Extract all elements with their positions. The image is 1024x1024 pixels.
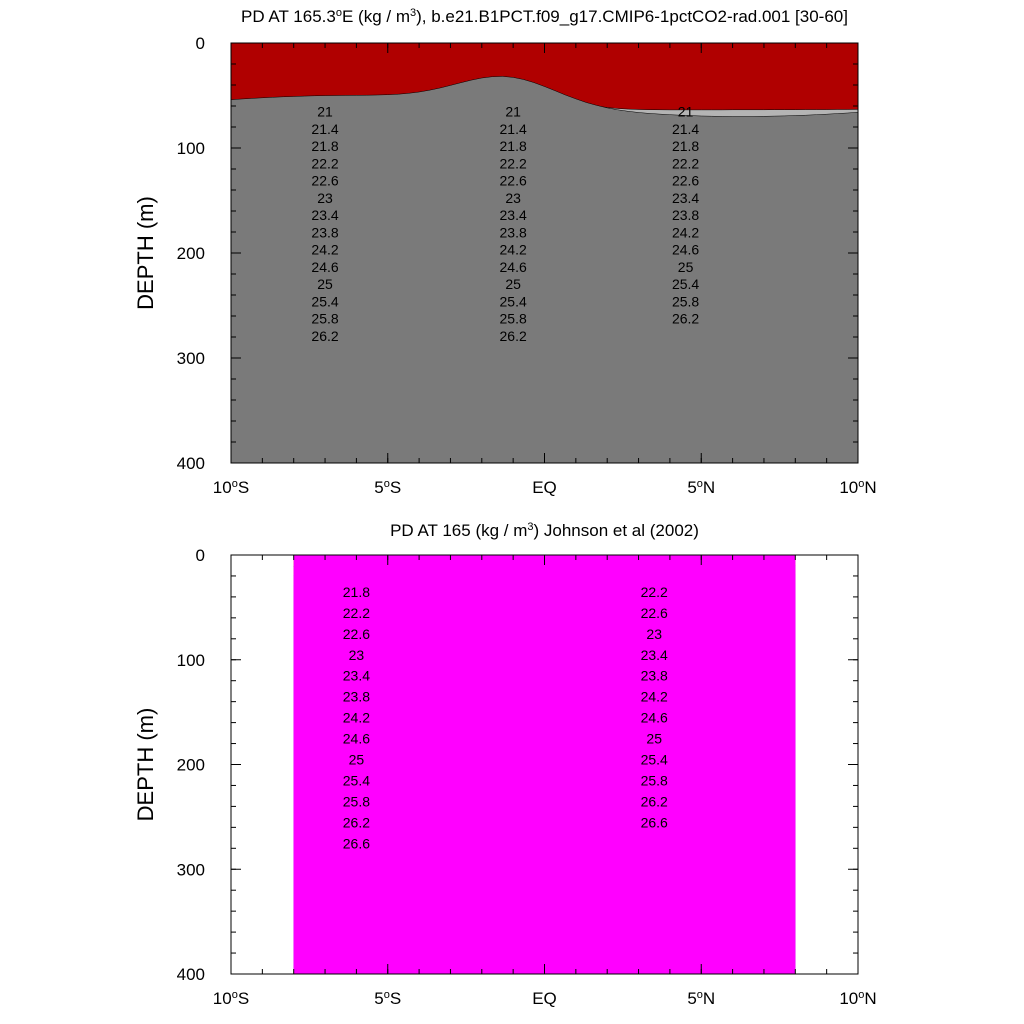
contour-label: 21 [317,104,333,120]
contour-label: 22.6 [641,605,668,621]
contour-label: 25.8 [500,311,527,327]
y-tick-label: 400 [177,454,205,473]
contour-label: 25.8 [672,293,699,309]
contour-label: 24.2 [672,224,699,240]
contour-label: 22.6 [500,173,527,189]
contour-label: 22.6 [343,626,370,642]
contour-label: 25.8 [343,793,370,809]
y-tick-label: 0 [196,34,205,53]
x-tick-label: EQ [532,989,557,1008]
contour-label: 23 [505,190,521,206]
contour-label: 26.6 [641,814,668,830]
contour-label: 22.6 [311,173,338,189]
contour-label: 23.4 [343,668,370,684]
contour-label: 25 [317,276,333,292]
contour-label: 23.8 [311,224,338,240]
contour-label: 25 [505,276,521,292]
contour-label: 22.2 [641,584,668,600]
panel-1: 0 100 200 300 400 10oS 5oS EQ 5oN 10oN DEPTH (m) PD… [133,7,877,497]
contour-label: 26.2 [343,814,370,830]
contour-label: 21.8 [311,138,338,154]
y-tick-label: 300 [177,349,205,368]
contour-label: 23.8 [500,224,527,240]
contour-label: 21 [678,104,694,120]
y-axis-label: DEPTH (m) [133,708,158,822]
chart-title: PD AT 165 (kg / m3) Johnson et al (2002) [390,521,699,540]
contour-label: 21.8 [343,584,370,600]
contour-label: 22.2 [343,605,370,621]
y-axis-label: DEPTH (m) [133,196,158,310]
contour-label: 22.2 [672,155,699,171]
y-tick-label: 300 [177,860,205,879]
contour-label: 25.4 [672,276,699,292]
contour-label: 23 [646,626,662,642]
contour-label: 21.4 [672,121,699,137]
contour-label: 22.2 [311,155,338,171]
contour-label: 24.2 [500,242,527,258]
x-tick-label: EQ [532,478,557,497]
contour-label: 24.6 [641,710,668,726]
contour-label: 24.2 [343,710,370,726]
contour-band [293,555,796,974]
contour-label: 24.2 [641,689,668,705]
contour-label: 25.8 [311,311,338,327]
contour-label: 25 [646,731,662,747]
contour-label: 23.8 [343,689,370,705]
y-tick-label: 100 [177,139,205,158]
contour-label: 23.4 [311,207,338,223]
x-tick-label: 5oS [374,478,401,497]
contour-label: 25.4 [641,752,668,768]
x-tick-label: 10oN [839,989,876,1008]
contour-label: 25.4 [311,293,338,309]
contour-label: 23.8 [672,207,699,223]
contour-label: 26.2 [311,328,338,344]
x-tick-label: 5oN [687,478,715,497]
contour-label: 23 [317,190,333,206]
contour-label: 25.8 [641,772,668,788]
contour-label: 24.6 [500,259,527,275]
contour-label: 23.4 [500,207,527,223]
x-tick-label: 10oN [839,478,876,497]
y-tick-label: 400 [177,965,205,984]
contour-label: 23.4 [672,190,699,206]
contour-label: 24.6 [672,242,699,258]
contour-label: 21 [505,104,521,120]
contour-label: 24.2 [311,242,338,258]
y-tick-label: 0 [196,546,205,565]
y-tick-label: 100 [177,651,205,670]
contour-label: 26.2 [672,311,699,327]
contour-label: 26.2 [500,328,527,344]
panel-2: 0 100 200 300 400 10oS 5oS EQ 5oN 10oN DEPTH (m) PD… [133,521,877,1008]
x-tick-label: 10oS [213,989,249,1008]
contour-field [293,555,796,974]
contour-label: 24.6 [311,259,338,275]
x-tick-label: 5oN [687,989,715,1008]
contour-field [231,43,858,463]
contour-label: 26.6 [343,835,370,851]
contour-label: 25.4 [343,772,370,788]
contour-label: 21.4 [500,121,527,137]
contour-label: 22.6 [672,173,699,189]
contour-label: 21.8 [672,138,699,154]
chart-title: PD AT 165.3oE (kg / m3), b.e21.B1PCT.f09… [241,7,848,26]
contour-label: 23.8 [641,668,668,684]
contour-label: 23.4 [641,647,668,663]
x-tick-label: 10oS [213,478,249,497]
x-tick-label: 5oS [374,989,401,1008]
contour-label: 25.4 [500,293,527,309]
contour-label: 21.4 [311,121,338,137]
contour-label: 23 [349,647,365,663]
contour-label: 22.2 [500,155,527,171]
contour-label: 26.2 [641,793,668,809]
y-tick-label: 200 [177,756,205,775]
contour-label: 21.8 [500,138,527,154]
y-tick-label: 200 [177,244,205,263]
contour-label: 25 [678,259,694,275]
contour-label: 25 [349,752,365,768]
contour-band [231,76,858,463]
contour-label: 24.6 [343,731,370,747]
